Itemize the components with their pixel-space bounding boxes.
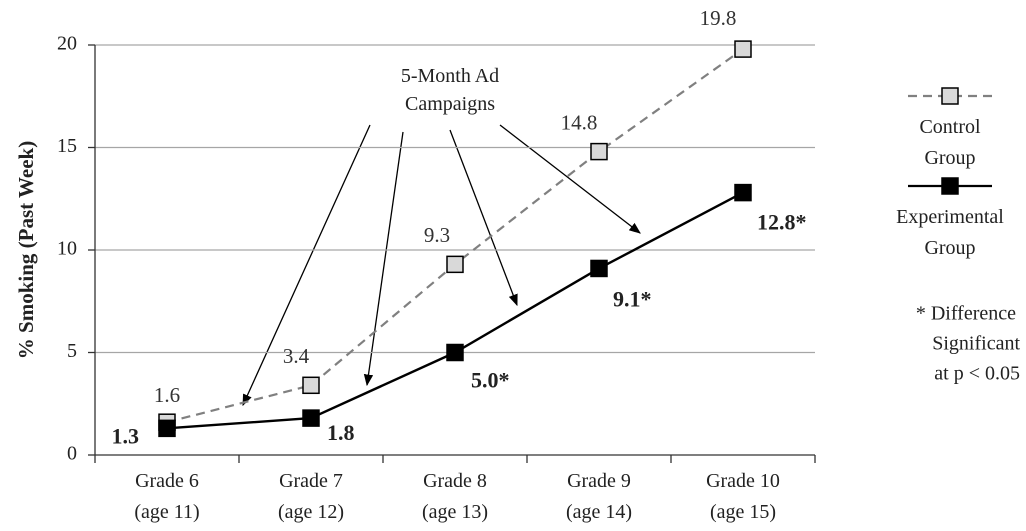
data-label: 5.0*: [471, 368, 510, 393]
legend-marker: [941, 177, 959, 195]
y-axis-label: % Smoking (Past Week): [14, 141, 38, 359]
note: at p < 0.05: [934, 363, 1020, 385]
y-tick-label: 20: [57, 33, 77, 55]
marker: [158, 419, 176, 438]
marker: [590, 142, 608, 161]
note: * Difference: [916, 303, 1016, 325]
legend-label: Control Group: [919, 116, 981, 169]
data-label: 14.8: [561, 110, 598, 134]
data-label: 9.3: [424, 223, 450, 247]
marker: [446, 255, 464, 274]
y-tick-label: 10: [57, 238, 77, 260]
annotation: 5-Month Ad Campaigns: [401, 65, 499, 115]
note: Significant: [932, 333, 1020, 355]
data-label: 19.8: [700, 6, 737, 30]
marker: [590, 259, 608, 278]
x-tick-label: Grade 9 (age 14): [566, 470, 632, 523]
data-label: 1.8: [327, 420, 355, 445]
data-label: 9.1*: [613, 286, 652, 311]
x-tick-label: Grade 6 (age 11): [134, 470, 199, 523]
data-label: 1.3: [112, 423, 140, 448]
arrow: [363, 131, 404, 387]
arrow: [499, 124, 641, 234]
y-tick-label: 5: [67, 340, 77, 362]
marker: [734, 40, 752, 58]
legend-label: Experimental Group: [896, 206, 1004, 259]
marker: [446, 343, 464, 362]
marker: [302, 376, 320, 395]
legend-marker: [941, 87, 959, 105]
x-tick-label: Grade 10 (age 15): [706, 470, 780, 523]
x-tick-label: Grade 7 (age 12): [278, 470, 344, 523]
marker: [302, 409, 320, 427]
y-tick-label: 15: [57, 135, 77, 157]
data-label: 12.8*: [757, 210, 807, 235]
marker: [734, 183, 752, 202]
data-label: 1.6: [154, 383, 180, 407]
series-line: [166, 191, 744, 430]
y-tick-label: 0: [67, 443, 77, 465]
arrow: [449, 129, 518, 307]
annotation-arrows: [242, 124, 641, 407]
x-tick-label: Grade 8 (age 13): [422, 470, 488, 523]
data-label: 3.4: [283, 344, 310, 368]
arrow: [242, 124, 371, 407]
